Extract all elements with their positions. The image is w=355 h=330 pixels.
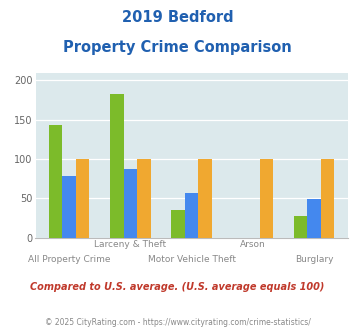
Bar <box>49 125 62 238</box>
Bar <box>110 94 124 238</box>
Bar <box>137 159 151 238</box>
Text: © 2025 CityRating.com - https://www.cityrating.com/crime-statistics/: © 2025 CityRating.com - https://www.city… <box>45 318 310 327</box>
Bar <box>307 199 321 238</box>
Text: 2019 Bedford: 2019 Bedford <box>122 10 233 25</box>
Text: Property Crime Comparison: Property Crime Comparison <box>63 40 292 54</box>
Text: Compared to U.S. average. (U.S. average equals 100): Compared to U.S. average. (U.S. average … <box>30 282 325 292</box>
Bar <box>294 215 307 238</box>
Text: All Property Crime: All Property Crime <box>28 255 110 264</box>
Bar <box>124 169 137 238</box>
Bar <box>321 159 334 238</box>
Bar <box>171 210 185 238</box>
Bar <box>76 159 89 238</box>
Bar <box>260 159 273 238</box>
Text: Motor Vehicle Theft: Motor Vehicle Theft <box>148 255 236 264</box>
Bar <box>185 193 198 238</box>
Bar <box>198 159 212 238</box>
Bar <box>62 176 76 238</box>
Text: Burglary: Burglary <box>295 255 333 264</box>
